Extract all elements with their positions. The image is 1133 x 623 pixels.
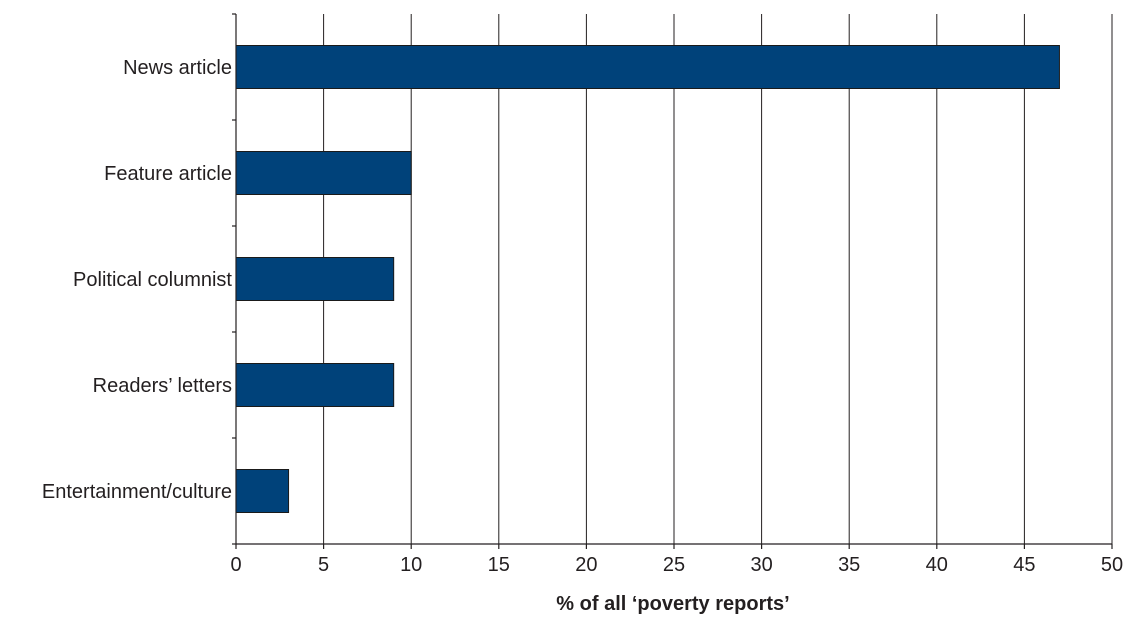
x-tick-label: 50 xyxy=(1101,554,1123,576)
category-labels: News article Feature article Political col… xyxy=(42,57,233,503)
x-tick-label: 20 xyxy=(575,554,597,576)
bar xyxy=(235,469,290,513)
category-label: Readers’ letters xyxy=(93,375,232,397)
tick-labels: 0 5 10 15 20 25 30 35 40 45 50 xyxy=(230,554,1123,576)
category-label: Political columnist xyxy=(73,269,232,291)
bar xyxy=(235,257,395,301)
bar xyxy=(235,363,395,407)
category-label: Feature article xyxy=(104,163,232,185)
category-label: Entertainment/culture xyxy=(42,481,232,503)
category-label: News article xyxy=(123,57,232,79)
x-tick-label: 45 xyxy=(1013,554,1035,576)
axes xyxy=(232,13,1113,549)
x-tick-label: 40 xyxy=(926,554,948,576)
x-tick-label: 30 xyxy=(750,554,772,576)
x-tick-label: 5 xyxy=(318,554,329,576)
bar xyxy=(235,45,1060,89)
x-tick-label: 10 xyxy=(400,554,422,576)
x-axis-title: % of all ‘poverty reports’ xyxy=(556,593,789,615)
x-tick-label: 25 xyxy=(663,554,685,576)
bars xyxy=(235,45,1060,513)
bar xyxy=(235,151,412,195)
x-tick-label: 35 xyxy=(838,554,860,576)
gridlines xyxy=(323,14,1113,544)
x-tick-label: 0 xyxy=(230,554,241,576)
x-tick-label: 15 xyxy=(488,554,510,576)
